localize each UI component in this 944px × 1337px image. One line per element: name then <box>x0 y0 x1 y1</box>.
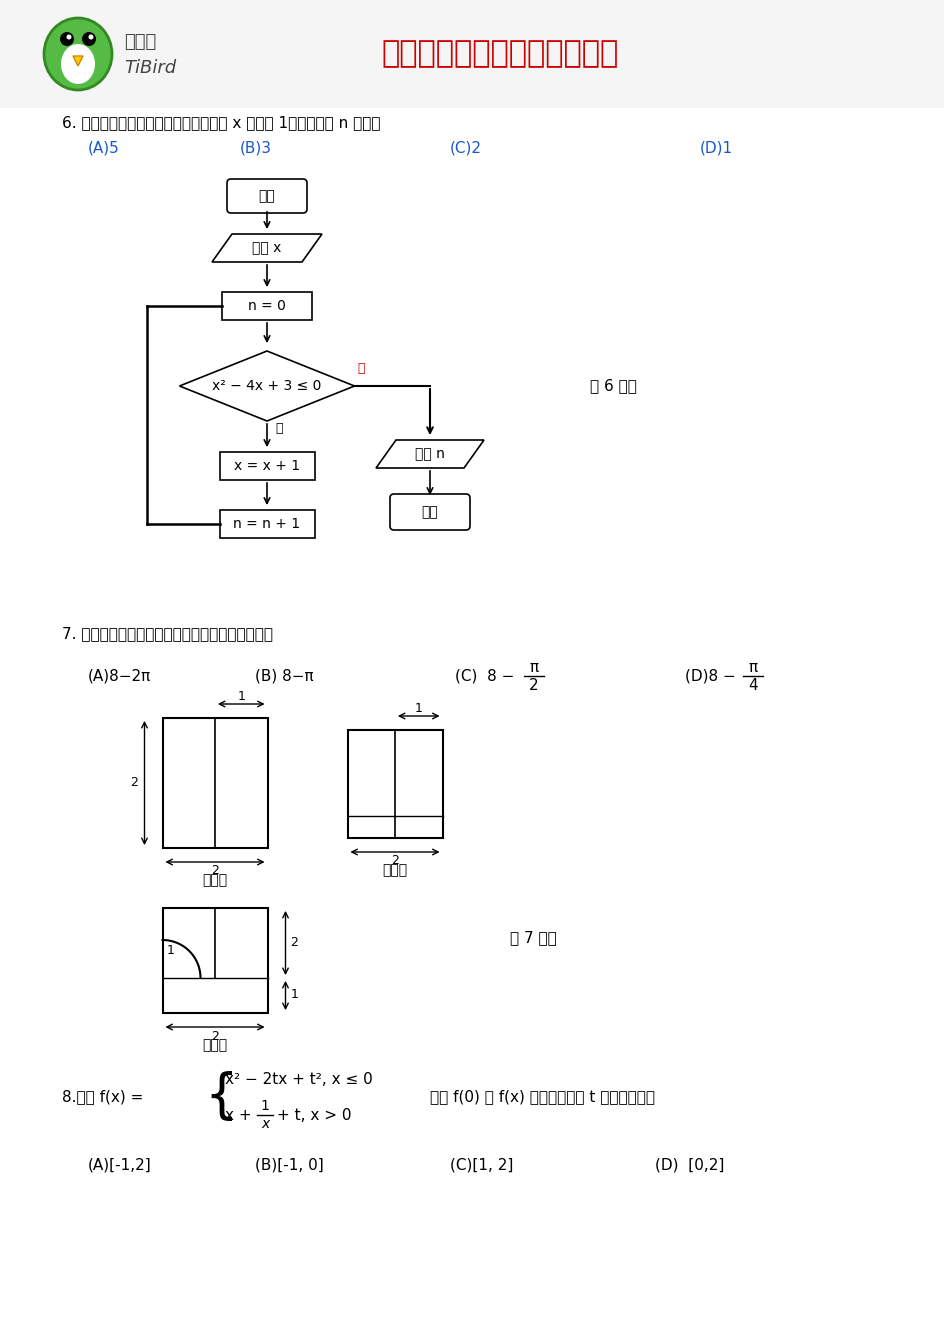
FancyBboxPatch shape <box>390 493 469 529</box>
Text: 7. 某几何体三视图如图所示，则该几何体的体积为: 7. 某几何体三视图如图所示，则该几何体的体积为 <box>62 627 273 642</box>
Text: (B)3: (B)3 <box>240 140 272 155</box>
Text: 2: 2 <box>211 865 219 877</box>
Text: 学霸养成记，从问题鸟开始！: 学霸养成记，从问题鸟开始！ <box>381 40 618 68</box>
Text: n = n + 1: n = n + 1 <box>233 517 300 531</box>
Text: (D)1: (D)1 <box>700 140 733 155</box>
Circle shape <box>89 35 93 40</box>
FancyBboxPatch shape <box>227 179 307 213</box>
Text: 俦视图: 俦视图 <box>202 1038 228 1052</box>
Bar <box>222 291 312 320</box>
Text: 问题鸟: 问题鸟 <box>124 33 156 51</box>
Text: 左视图: 左视图 <box>382 862 407 877</box>
Polygon shape <box>73 56 83 66</box>
Text: (A)5: (A)5 <box>88 140 120 155</box>
Text: π: π <box>529 659 538 674</box>
Text: x = x + 1: x = x + 1 <box>234 459 300 473</box>
Text: (B) 8−π: (B) 8−π <box>255 668 313 683</box>
Text: (C)  8 −: (C) 8 − <box>454 668 514 683</box>
Text: (A)8−2π: (A)8−2π <box>88 668 151 683</box>
Text: (C)[1, 2]: (C)[1, 2] <box>449 1158 513 1173</box>
Circle shape <box>82 32 96 45</box>
Text: (D)8 −: (D)8 − <box>684 668 735 683</box>
Text: TiBird: TiBird <box>124 59 176 78</box>
Text: 6. 执行如图所示的程序框图，若输入的 x 的值为 1，则输出的 n 的值为: 6. 执行如图所示的程序框图，若输入的 x 的值为 1，则输出的 n 的值为 <box>62 115 380 131</box>
Polygon shape <box>179 352 354 421</box>
Text: 1: 1 <box>261 1099 269 1112</box>
Text: 8.已知 f(x) =: 8.已知 f(x) = <box>62 1090 143 1104</box>
Text: (D)  [0,2]: (D) [0,2] <box>654 1158 724 1173</box>
Text: + t, x > 0: + t, x > 0 <box>277 1107 351 1123</box>
Circle shape <box>66 35 72 40</box>
Text: 主视图: 主视图 <box>202 873 228 886</box>
Polygon shape <box>376 440 483 468</box>
Bar <box>0 0 944 108</box>
Bar <box>219 452 314 480</box>
Text: (C)2: (C)2 <box>449 140 481 155</box>
Text: 1: 1 <box>414 702 422 714</box>
Text: π: π <box>748 659 757 674</box>
Text: 第 6 题图: 第 6 题图 <box>589 378 636 393</box>
Text: x +: x + <box>225 1107 251 1123</box>
Bar <box>219 509 314 537</box>
Text: 否: 否 <box>357 361 364 374</box>
Bar <box>162 908 267 1013</box>
Ellipse shape <box>61 44 95 84</box>
Bar <box>162 718 267 848</box>
Text: n = 0: n = 0 <box>247 299 286 313</box>
Text: ，若 f(0) 是 f(x) 的最小值，则 t 的取値范围为: ，若 f(0) 是 f(x) 的最小值，则 t 的取値范围为 <box>430 1090 654 1104</box>
Text: x² − 2tx + t², x ≤ 0: x² − 2tx + t², x ≤ 0 <box>225 1071 372 1087</box>
Text: 2: 2 <box>290 936 298 949</box>
Text: 1: 1 <box>166 944 175 956</box>
Text: 2: 2 <box>130 777 138 790</box>
Text: (A)[-1,2]: (A)[-1,2] <box>88 1158 152 1173</box>
Text: (B)[-1, 0]: (B)[-1, 0] <box>255 1158 324 1173</box>
Bar <box>347 730 442 838</box>
Text: x: x <box>261 1116 269 1131</box>
Text: 1: 1 <box>237 690 244 702</box>
Text: 输入 x: 输入 x <box>252 241 281 255</box>
Text: {: { <box>204 1071 237 1123</box>
Text: 结束: 结束 <box>421 505 438 519</box>
Text: 第 7 题图: 第 7 题图 <box>510 931 556 945</box>
Text: 2: 2 <box>211 1029 219 1043</box>
Text: 是: 是 <box>275 421 282 435</box>
Text: 2: 2 <box>529 678 538 694</box>
Text: 4: 4 <box>748 678 757 694</box>
Polygon shape <box>211 234 322 262</box>
Circle shape <box>59 32 74 45</box>
Text: 2: 2 <box>391 854 398 868</box>
Ellipse shape <box>44 17 112 90</box>
Text: x² − 4x + 3 ≤ 0: x² − 4x + 3 ≤ 0 <box>212 378 321 393</box>
Text: 1: 1 <box>290 988 298 1001</box>
Text: 开始: 开始 <box>259 189 275 203</box>
Text: 输入 n: 输入 n <box>414 447 445 461</box>
